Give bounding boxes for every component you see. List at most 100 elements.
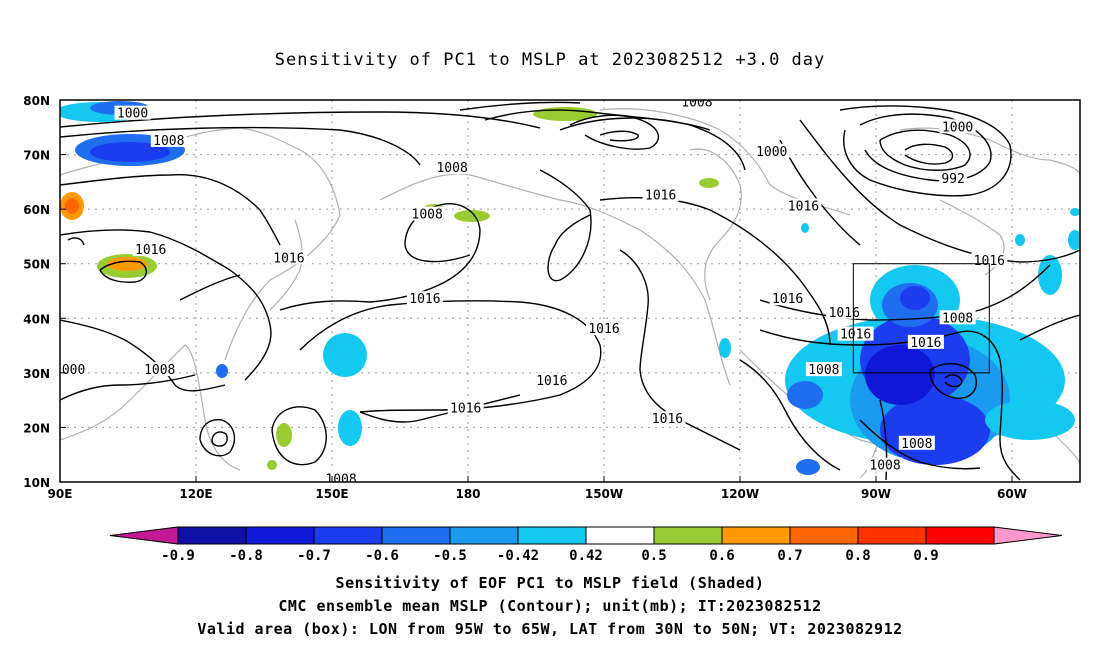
contour-label-bg xyxy=(678,100,715,109)
contour-labels: 1000100810081008100010009921016100810161… xyxy=(60,96,1008,487)
contour-label: 1008 xyxy=(436,161,467,176)
colorbar-segment xyxy=(449,526,519,545)
colorbar-end-left xyxy=(109,526,179,545)
colorbar-tick-label: -0.9 xyxy=(161,548,195,564)
caption-line-1: Sensitivity of EOF PC1 to MSLP field (Sh… xyxy=(335,574,765,592)
contour-label: 1008 xyxy=(325,472,356,487)
colorbar-segment xyxy=(245,526,315,545)
map-title: Sensitivity of PC1 to MSLP at 2023082512… xyxy=(274,50,826,70)
x-tick-label: 90W xyxy=(861,487,891,501)
colorbar-tick-label: -0.7 xyxy=(297,548,331,564)
contour-label-bg xyxy=(785,198,822,213)
valid-box-rect xyxy=(852,263,990,374)
colorbar-segment xyxy=(585,526,655,545)
y-tick-label: 80N xyxy=(23,94,50,108)
x-tick-label: 150W xyxy=(585,487,623,501)
contour-label-bg xyxy=(150,132,187,147)
y-tick-label: 40N xyxy=(23,312,50,326)
contour-label-bg xyxy=(434,160,471,175)
contour-label: 1016 xyxy=(536,374,567,389)
contour-label-bg xyxy=(114,105,151,120)
contour-label: 1016 xyxy=(450,401,481,416)
contour-label: 1016 xyxy=(273,251,304,266)
contour-label: 1016 xyxy=(974,254,1005,269)
contour-label-bg xyxy=(939,119,976,134)
plot-frame xyxy=(59,99,1081,483)
contour-label: 1016 xyxy=(409,292,440,307)
y-tick-label: 20N xyxy=(23,421,50,435)
colorbar: -0.9 -0.8 -0.7 -0.6 -0.5 -0.42 0.42 0.5 0.6 0.7 0.… xyxy=(109,526,1063,564)
colorbar-segment xyxy=(789,526,859,545)
contour-label-bg xyxy=(447,400,484,415)
contour-label-bg xyxy=(867,457,904,472)
contour-label-bg xyxy=(649,411,686,426)
valid-area-box xyxy=(852,263,990,374)
x-tick-label: 180 xyxy=(455,487,480,501)
contour-label: 1016 xyxy=(910,336,941,351)
contour-label-bg xyxy=(533,373,570,388)
colorbar-segment xyxy=(313,526,383,545)
contour-label-bg xyxy=(805,362,842,377)
y-tick-label: 30N xyxy=(23,367,50,381)
colorbar-segment xyxy=(517,526,587,545)
contour-label: 1008 xyxy=(808,363,839,378)
colorbar-end-right xyxy=(993,526,1063,545)
contour-label: 992 xyxy=(941,172,964,187)
contour-label: 1008 xyxy=(144,363,175,378)
colorbar-tick-label: 0.6 xyxy=(709,548,734,564)
x-tick-label: 60W xyxy=(997,487,1027,501)
contour-label-bg xyxy=(132,242,169,257)
contour-label: 1000 xyxy=(942,120,973,135)
contour-label: 1008 xyxy=(412,208,443,223)
x-tick-label: 120W xyxy=(721,487,759,501)
contour-label-bg xyxy=(753,143,790,158)
x-tick-label: 120E xyxy=(179,487,212,501)
contour-label-bg xyxy=(270,250,307,265)
colorbar-tick-label: -0.5 xyxy=(433,548,467,564)
contour-label: 1008 xyxy=(942,311,973,326)
y-tick-label: 10N xyxy=(23,476,50,490)
sensitivity-shading xyxy=(60,101,1080,475)
contour-label: 1008 xyxy=(901,437,932,452)
contour-label-bg xyxy=(406,291,443,306)
contour-label: 1008 xyxy=(869,459,900,474)
contour-label-bg xyxy=(323,471,360,482)
colorbar-tick-label: 0.8 xyxy=(845,548,870,564)
contour-label-bg xyxy=(642,187,679,202)
contour-label-bg xyxy=(60,362,88,377)
caption-line-3: Valid area (box): LON from 95W to 65W, L… xyxy=(197,620,903,638)
colorbar-segment xyxy=(653,526,723,545)
contour-label: 1016 xyxy=(645,189,676,204)
caption-line-2: CMC ensemble mean MSLP (Contour); unit(m… xyxy=(278,597,822,615)
contour-label: 1000 xyxy=(117,107,148,122)
contour-label: 1000 xyxy=(756,145,787,160)
contour-label: 1016 xyxy=(829,306,860,321)
colorbar-tick-label: -0.42 xyxy=(497,548,539,564)
x-axis-ticks: 90E 120E 150E 180 150W 120W 90W 60W xyxy=(48,476,1027,501)
colorbar-segment xyxy=(177,526,247,545)
contour-label-bg xyxy=(837,326,874,341)
contour-label: 1008 xyxy=(681,96,712,111)
colorbar-tick-label: -0.6 xyxy=(365,548,399,564)
contour-label-bg xyxy=(939,310,976,325)
colorbar-segment xyxy=(925,526,995,545)
contour-label: 1016 xyxy=(772,292,803,307)
contour-label: 1016 xyxy=(588,322,619,337)
colorbar-segment xyxy=(721,526,791,545)
colorbar-tick-label: 0.42 xyxy=(569,548,603,564)
contour-label-bg xyxy=(939,171,968,186)
contour-label-bg xyxy=(409,206,446,221)
contour-label-bg xyxy=(907,334,944,349)
x-tick-label: 90E xyxy=(48,487,73,501)
mslp-contours xyxy=(60,101,1080,481)
contour-label-bg xyxy=(898,435,935,450)
contour-label: 1016 xyxy=(652,412,683,427)
contour-label: 1008 xyxy=(153,134,184,149)
contour-label-bg xyxy=(586,321,622,336)
contour-label-bg xyxy=(141,362,178,377)
contour-label: 1016 xyxy=(788,199,819,214)
colorbar-tick-label: 0.5 xyxy=(641,548,666,564)
contour-label: 1016 xyxy=(840,328,871,343)
contour-label-bg xyxy=(769,291,806,306)
colorbar-tick-label: -0.8 xyxy=(229,548,263,564)
